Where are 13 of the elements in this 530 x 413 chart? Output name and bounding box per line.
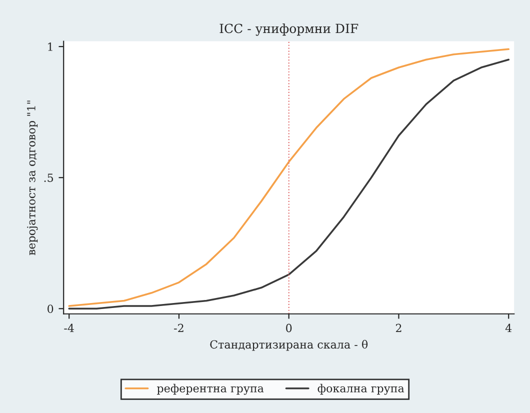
x-tick-label: 0: [286, 324, 292, 332]
legend-label: фокална група: [318, 384, 404, 395]
x-axis-title: Стандартизирана скала - θ: [210, 340, 368, 351]
y-axis-title: веројатност за одговор "1": [27, 100, 38, 256]
x-tick-label: -2: [174, 324, 184, 332]
y-tick-label: 0: [48, 304, 54, 314]
chart-title: ICC - униформни DIF: [220, 23, 358, 36]
y-tick-label: 1: [48, 42, 52, 51]
x-tick-label: 2: [396, 324, 402, 332]
y-tick-label: .5: [44, 174, 54, 182]
legend-label: референтна група: [157, 384, 264, 395]
x-tick-label: -4: [64, 324, 74, 332]
x-tick-label: 4: [505, 324, 512, 332]
